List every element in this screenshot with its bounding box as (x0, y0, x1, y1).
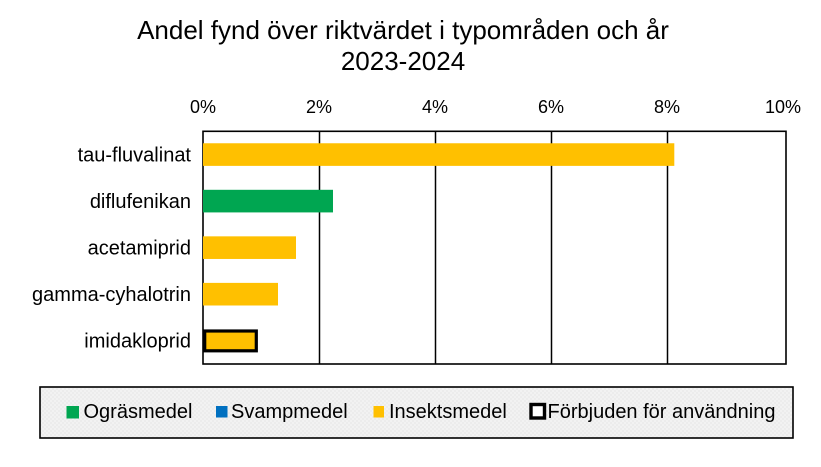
svg-text:10%: 10% (765, 97, 801, 117)
svg-text:tau-fluvalinat: tau-fluvalinat (78, 145, 192, 167)
svg-text:Andel fynd över riktvärdet i t: Andel fynd över riktvärdet i typområden … (137, 15, 669, 45)
svg-text:0%: 0% (190, 97, 216, 117)
svg-text:Insektsmedel: Insektsmedel (389, 401, 507, 423)
svg-text:acetamiprid: acetamiprid (88, 238, 191, 260)
svg-text:gamma-cyhalotrin: gamma-cyhalotrin (32, 284, 191, 306)
svg-text:Förbjuden för användning: Förbjuden för användning (548, 401, 776, 423)
svg-text:6%: 6% (538, 97, 564, 117)
svg-text:Ogräsmedel: Ogräsmedel (84, 401, 193, 423)
svg-text:imidakloprid: imidakloprid (84, 331, 191, 353)
svg-text:8%: 8% (654, 97, 680, 117)
svg-text:4%: 4% (422, 97, 448, 117)
svg-text:2023-2024: 2023-2024 (341, 46, 465, 76)
svg-text:2%: 2% (306, 97, 332, 117)
svg-text:diflufenikan: diflufenikan (90, 191, 191, 213)
svg-text:Svampmedel: Svampmedel (231, 401, 348, 423)
